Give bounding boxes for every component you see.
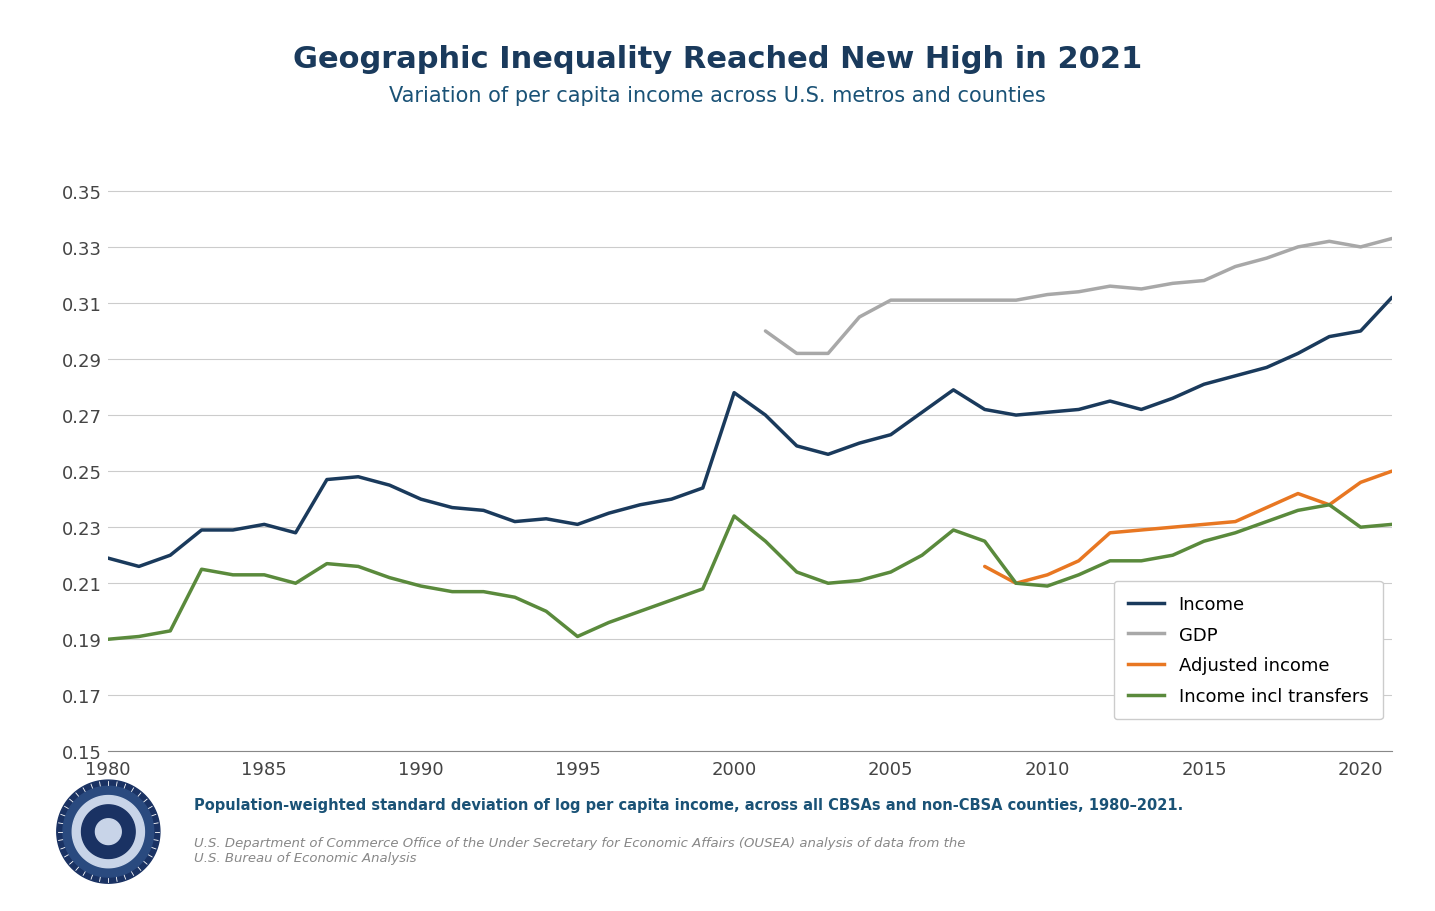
Polygon shape [82, 805, 135, 858]
Text: Population-weighted standard deviation of log per capita income, across all CBSA: Population-weighted standard deviation o… [194, 797, 1182, 812]
Text: U.S. Department of Commerce Office of the Under Secretary for Economic Affairs (: U.S. Department of Commerce Office of th… [194, 836, 966, 865]
Polygon shape [72, 795, 145, 868]
Polygon shape [57, 780, 159, 884]
Text: Geographic Inequality Reached New High in 2021: Geographic Inequality Reached New High i… [293, 45, 1142, 74]
Legend: Income, GDP, Adjusted income, Income incl transfers: Income, GDP, Adjusted income, Income inc… [1114, 581, 1383, 720]
Polygon shape [96, 819, 121, 844]
Text: Variation of per capita income across U.S. metros and counties: Variation of per capita income across U.… [389, 86, 1046, 106]
Polygon shape [63, 786, 154, 877]
